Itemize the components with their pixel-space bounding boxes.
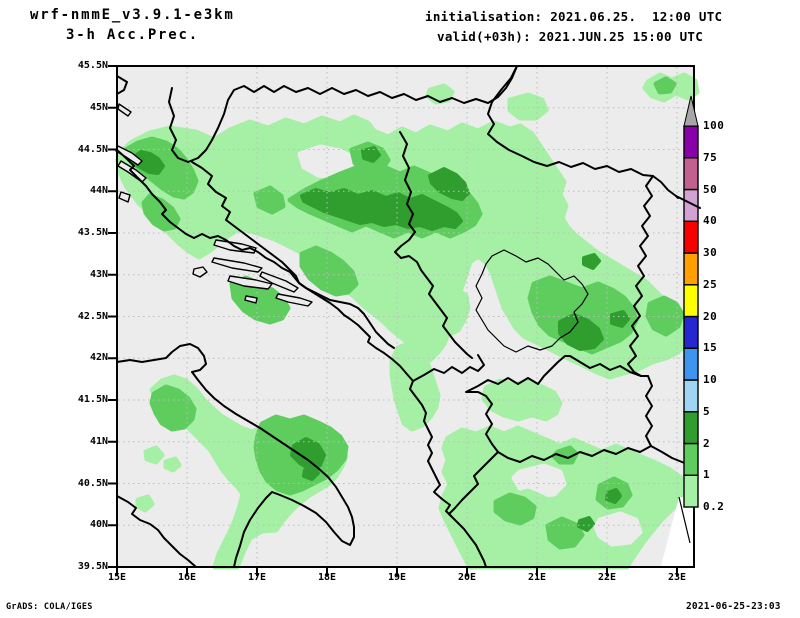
valid-time: valid(+03h): 2021.JUN.25 15:00 UTC — [437, 29, 704, 44]
colorbar-block — [683, 157, 699, 191]
precip-light-dot — [143, 445, 165, 465]
precip-light-albania-tongue — [389, 340, 441, 432]
colorbar-block — [683, 125, 699, 159]
colorbar-block — [683, 284, 699, 318]
peninsula-peljesac — [259, 271, 299, 293]
precip-dark-dot — [582, 253, 601, 270]
precip-dark-serbia — [558, 313, 604, 351]
colorbar-block — [683, 347, 699, 381]
colorbar-block — [683, 442, 699, 476]
precip-med-italy-north — [149, 384, 197, 432]
colorbar-block — [683, 252, 699, 286]
model-title: wrf-nmmE_v3.9.1-e3km — [30, 7, 235, 23]
axis-ticks — [108, 65, 678, 576]
precip-light-dot — [163, 456, 182, 473]
island-mljet — [275, 293, 313, 307]
colorbar-block — [683, 411, 699, 445]
precip-light-dot — [135, 494, 155, 513]
colorbar-overflow-arrow-icon — [683, 95, 699, 127]
island — [118, 191, 131, 203]
border-bosnia-serbia-drina — [394, 131, 473, 359]
colorbar-block — [683, 379, 699, 413]
precip-med-corner-fleck — [653, 76, 677, 95]
precip-med-lump — [253, 185, 286, 215]
coastline-adriatic-east — [116, 149, 487, 568]
island-hvar — [211, 257, 263, 273]
colorbar-block — [683, 220, 699, 254]
coastline-italy-adriatic — [116, 343, 355, 568]
plot-subtitle: 3-h Acc.Prec. — [66, 27, 199, 43]
precip-dark-dot — [361, 146, 381, 163]
border-serbia-bulgaria — [627, 175, 654, 377]
colorbar-block — [683, 188, 699, 222]
precip-med-east — [645, 295, 685, 337]
precip-dark-dot — [610, 310, 630, 328]
precip-light-fleck — [369, 294, 390, 313]
grads-stamp: GrADS: COLA/IGES — [6, 602, 93, 612]
domain-corner-blank — [661, 497, 694, 566]
border-slovenia-fragment — [116, 75, 128, 95]
grid-lines — [118, 67, 693, 566]
precip-gap — [511, 463, 567, 499]
island-vis — [192, 266, 208, 278]
island-small — [117, 103, 132, 117]
border-kosovo — [475, 249, 589, 353]
precip-dark-dot — [302, 465, 320, 481]
precip-dark-bosnia-band — [300, 188, 463, 231]
border-montenegro-albania — [412, 354, 485, 382]
border-croatia-north — [168, 65, 518, 163]
initialisation-time: initialisation: 2021.06.25. 12:00 UTC — [425, 9, 723, 24]
border-albania-greece — [448, 451, 499, 518]
coastline-italy-tyrrhenian — [116, 495, 197, 568]
island-korcula — [227, 275, 273, 290]
precip-med-albania-coast — [493, 492, 537, 526]
colorbar-block — [683, 315, 699, 349]
precip-gap — [593, 511, 643, 547]
island-lastovo — [244, 295, 258, 304]
precip-med-lump — [299, 245, 359, 297]
precip-dark-italy — [290, 437, 326, 471]
creation-timestamp: 2021-06-25-23:03 — [686, 601, 781, 612]
precip-med-greece — [545, 516, 585, 550]
domain-edge-line — [678, 496, 691, 544]
colorbar-block — [683, 474, 699, 508]
border-croatia-bosnia — [191, 161, 395, 349]
